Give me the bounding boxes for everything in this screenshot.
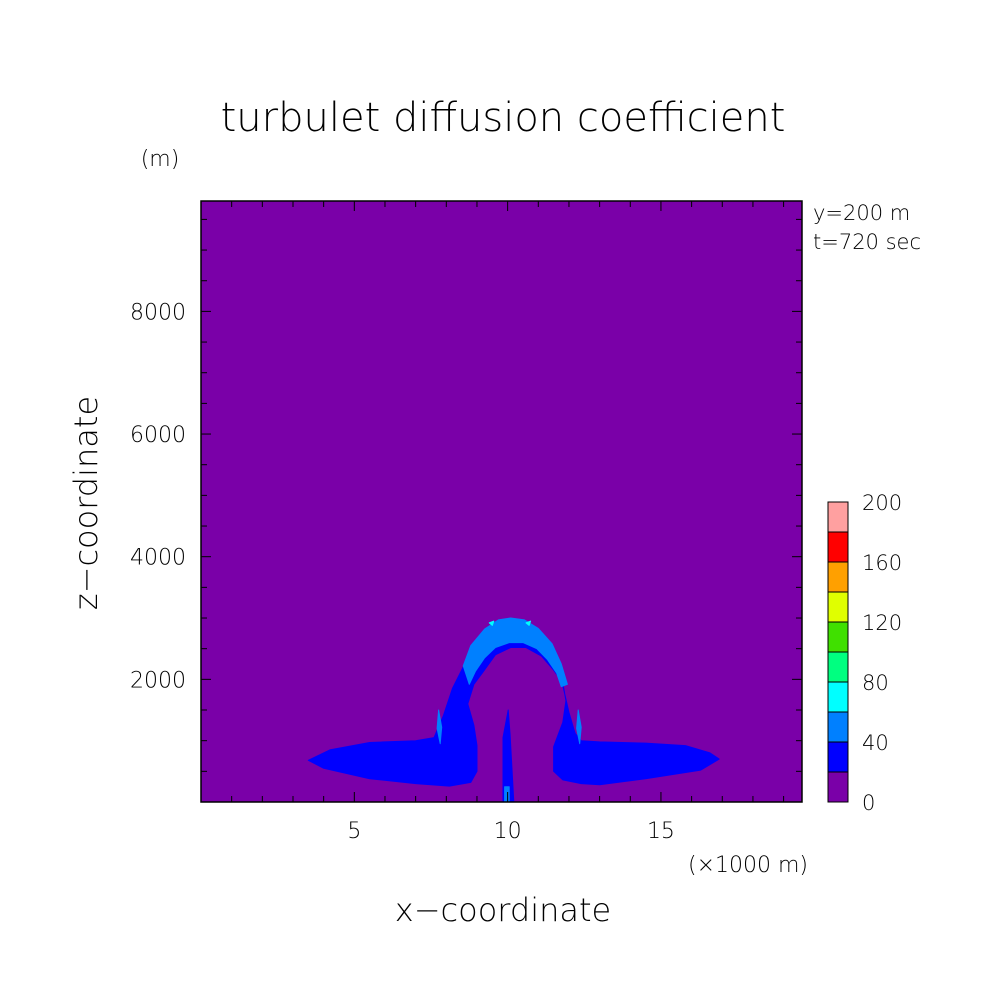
colorbar-swatch: [827, 561, 849, 593]
colorbar-label: 200: [862, 491, 902, 515]
colorbar-label: 0: [862, 791, 875, 815]
plot-frame: [200, 200, 803, 803]
contour-region-20-40-1: [502, 709, 515, 803]
annotation-t: t=720 sec: [813, 230, 921, 254]
contour-region-40-60-0: [462, 617, 568, 688]
annotation-y: y=200 m: [813, 201, 910, 225]
x-axis-label: x−coordinate: [395, 891, 611, 929]
colorbar-label: 160: [862, 551, 902, 575]
x-unit-label: (×1000 m): [688, 853, 808, 878]
colorbar-swatch: [827, 651, 849, 683]
contour-region-20-40-0: [307, 634, 720, 787]
contour-region-40-60-1: [436, 709, 443, 745]
axis-ticks: [201, 201, 802, 802]
colorbar-swatch: [827, 591, 849, 623]
x-tick-label: 10: [494, 819, 522, 844]
colorbar-label: 80: [862, 671, 889, 695]
colorbar-swatch: [827, 531, 849, 563]
y-tick-label: 8000: [130, 300, 186, 325]
colorbar-swatch: [827, 621, 849, 653]
colorbar-swatch: [827, 711, 849, 743]
colorbar: 0 40 80 120 160 200: [827, 491, 902, 815]
colorbar-swatch: [827, 681, 849, 713]
contour-region-60-80-1: [525, 620, 532, 626]
tick-labels: 5 10 15 2000 4000 6000 8000: [130, 300, 675, 844]
y-tick-label: 4000: [130, 546, 186, 571]
contour-region-40-60-3: [504, 786, 510, 803]
y-axis-label: z−coordinate: [67, 396, 105, 610]
colorbar-swatch: [827, 501, 849, 533]
y-unit-label: (m): [141, 147, 180, 172]
chart-title: turbulet diffusion coefficient: [221, 95, 786, 141]
colorbar-swatch: [827, 771, 849, 803]
contour-background: [201, 201, 802, 802]
x-tick-label: 5: [347, 819, 361, 844]
colorbar-swatch: [827, 741, 849, 773]
x-tick-label: 15: [647, 819, 675, 844]
plot-area: [200, 200, 803, 803]
colorbar-label: 40: [862, 731, 889, 755]
colorbar-label: 120: [862, 611, 902, 635]
contour-region-40-60-2: [576, 709, 582, 745]
contour-region-60-80-0: [488, 620, 495, 626]
y-tick-label: 2000: [130, 668, 186, 693]
y-tick-label: 6000: [130, 423, 186, 448]
